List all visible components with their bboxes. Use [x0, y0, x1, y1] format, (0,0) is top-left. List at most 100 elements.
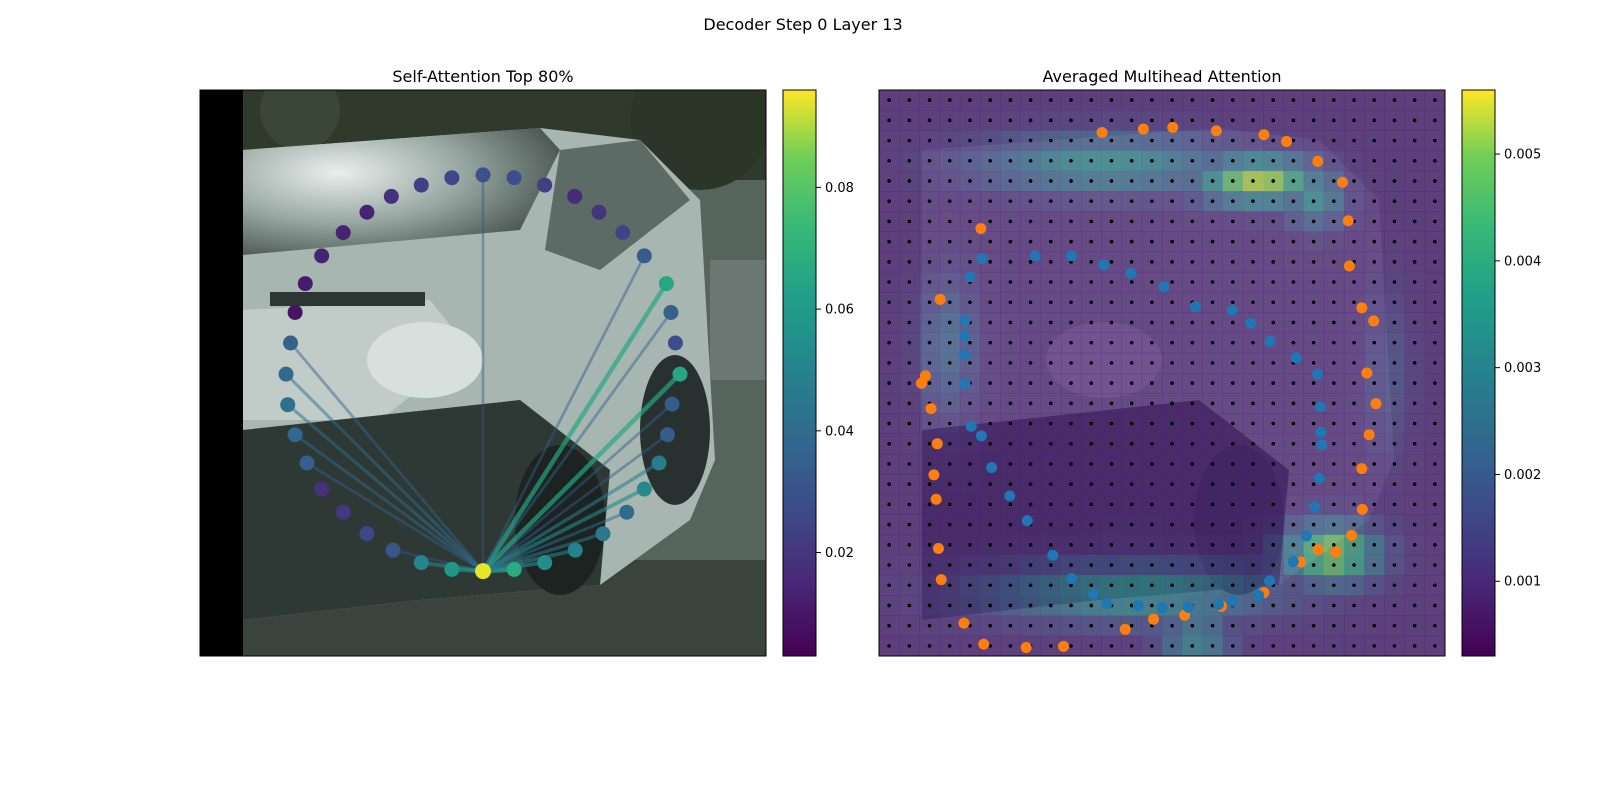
grid-dot	[927, 482, 932, 486]
grid-dot	[1230, 138, 1235, 143]
grid-dot	[1089, 199, 1094, 203]
left-colorbar	[782, 89, 817, 657]
grid-dot	[1150, 462, 1154, 466]
grid-dot	[927, 623, 932, 628]
grid-dot	[1028, 320, 1033, 325]
grid-dot	[1089, 583, 1094, 588]
grid-dot	[1129, 502, 1134, 507]
grid-dot	[1008, 158, 1013, 163]
grid-dot	[1392, 260, 1397, 264]
grid-dot	[1210, 644, 1215, 648]
blue-point	[1183, 601, 1195, 613]
grid-dot	[907, 340, 912, 345]
grid-dot	[1412, 239, 1417, 244]
grid-dot	[1332, 583, 1336, 588]
grid-dot	[1109, 320, 1114, 325]
grid-dot	[1271, 179, 1275, 183]
grid-dot	[1251, 300, 1255, 305]
grid-dot	[1392, 340, 1397, 345]
grid-dot	[1089, 603, 1094, 608]
grid-dot	[1049, 320, 1053, 325]
attention-point	[591, 204, 607, 220]
grid-dot	[1372, 502, 1377, 507]
grid-dot	[1251, 138, 1255, 143]
grid-dot	[927, 421, 932, 426]
grid-dot	[968, 603, 972, 608]
grid-dot	[1170, 179, 1174, 183]
grid-dot	[1251, 441, 1255, 446]
grid-dot	[1433, 583, 1437, 588]
grid-dot	[1271, 320, 1275, 325]
grid-dot	[1109, 522, 1114, 527]
grid-dot	[1311, 563, 1316, 567]
attention-line	[482, 461, 660, 573]
grid-dot	[1352, 361, 1356, 365]
grid-dot	[1109, 98, 1114, 102]
grid-dot	[1433, 260, 1437, 264]
grid-dot	[1089, 462, 1094, 466]
grid-dot	[1210, 219, 1215, 224]
grid-dot	[1433, 421, 1437, 426]
grid-dot	[887, 603, 891, 608]
grid-dot	[1271, 462, 1275, 466]
grid-dot	[1008, 482, 1013, 486]
grid-dot	[907, 199, 912, 203]
grid-dot	[1008, 563, 1013, 567]
orange-point	[930, 493, 942, 505]
grid-dot	[1332, 239, 1336, 244]
grid-dot	[1028, 239, 1033, 244]
grid-dot	[1069, 300, 1073, 305]
grid-dot	[988, 623, 992, 628]
grid-dot	[947, 98, 952, 102]
grid-dot	[907, 118, 912, 123]
grid-dot	[1433, 623, 1437, 628]
orange-point	[932, 542, 944, 554]
grid-dot	[1028, 158, 1033, 163]
grid-dot	[1291, 98, 1296, 102]
grid-dot	[1392, 98, 1397, 102]
orange-point	[915, 377, 927, 389]
grid-dot	[1271, 421, 1275, 426]
orange-point	[978, 638, 990, 650]
orange-point	[1337, 176, 1349, 188]
grid-dot	[1412, 138, 1417, 143]
grid-dot	[1089, 441, 1094, 446]
blue-point	[986, 462, 998, 474]
grid-dot	[1230, 421, 1235, 426]
grid-dot	[1230, 179, 1235, 183]
grid-dot	[1109, 219, 1114, 224]
grid-dot	[1069, 199, 1073, 203]
grid-dot	[1170, 583, 1174, 588]
grid-dot	[1392, 421, 1397, 426]
grid-dot	[1433, 563, 1437, 567]
grid-dot	[1089, 239, 1094, 244]
blue-point	[1315, 426, 1327, 438]
grid-dot	[1311, 320, 1316, 325]
grid-dot	[1210, 441, 1215, 446]
grid-dot	[1291, 522, 1296, 527]
grid-dot	[1352, 158, 1356, 163]
figure-title: Decoder Step 0 Layer 13	[703, 15, 902, 34]
grid-dot	[927, 219, 932, 224]
grid-dot	[968, 158, 972, 163]
grid-dot	[1129, 381, 1134, 385]
grid-dot	[1129, 199, 1134, 203]
grid-dot	[1170, 98, 1174, 102]
grid-dot	[968, 199, 972, 203]
grid-dot	[1150, 239, 1154, 244]
grid-dot	[1089, 179, 1094, 183]
grid-dot	[1352, 502, 1356, 507]
grid-dot	[1433, 199, 1437, 203]
grid-dot	[1392, 199, 1397, 203]
grid-dot	[927, 98, 932, 102]
grid-dot	[1271, 482, 1275, 486]
grid-dot	[1271, 543, 1275, 547]
grid-dot	[1311, 583, 1316, 588]
grid-dot	[1089, 260, 1094, 264]
grid-dot	[1049, 543, 1053, 547]
grid-dot	[1150, 340, 1154, 345]
grid-dot	[988, 543, 992, 547]
grid-dot	[1129, 361, 1134, 365]
grid-dot	[1190, 320, 1195, 325]
grid-dot	[927, 118, 932, 123]
